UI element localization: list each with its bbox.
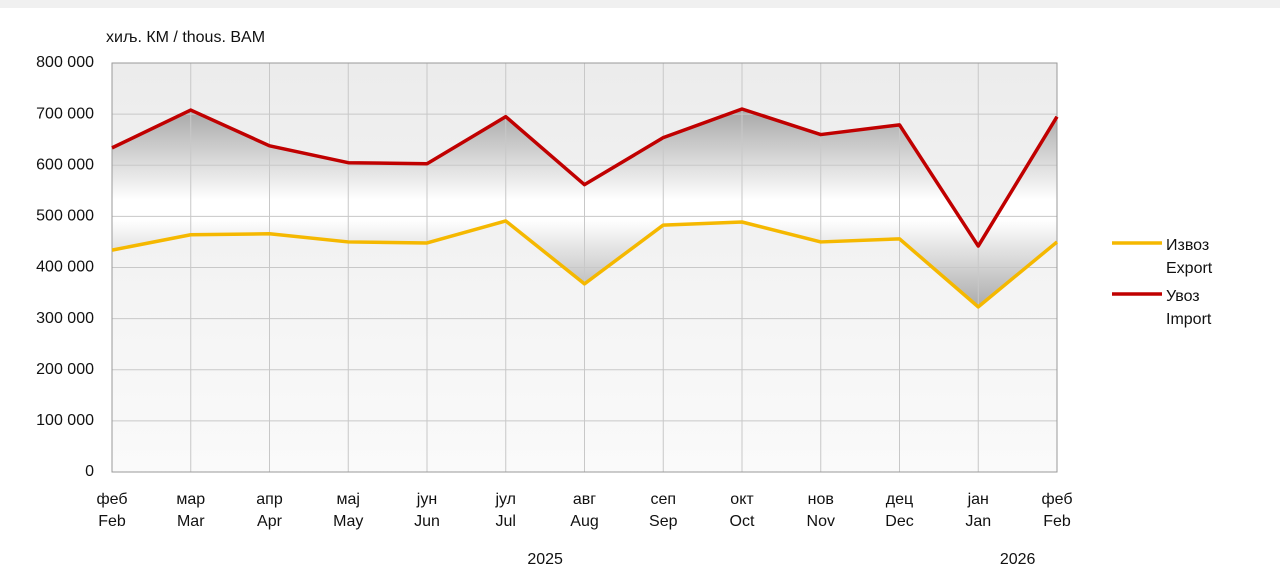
y-tick-label: 200 000 <box>36 361 94 378</box>
plot-border <box>111 62 1058 473</box>
x-tick-label: јун <box>416 491 437 508</box>
y-tick-label: 0 <box>85 463 94 480</box>
x-tick-label: Dec <box>885 513 913 530</box>
x-tick-label: авг <box>573 491 596 508</box>
x-tick-label: јан <box>967 491 989 508</box>
top-bar <box>0 0 1280 8</box>
y-tick-label: 400 000 <box>36 259 94 276</box>
y-axis-title: хиљ. КМ / thous. BAM <box>106 29 265 46</box>
legend-label: Извоз <box>1166 237 1209 254</box>
x-tick-label: Oct <box>730 513 755 530</box>
x-tick-label: Jan <box>965 513 991 530</box>
x-tick-label: Feb <box>1043 513 1071 530</box>
y-tick-label: 800 000 <box>36 54 94 71</box>
x-tick-label: мар <box>176 491 205 508</box>
x-tick-label: феб <box>96 491 127 508</box>
x-tick-label: Jul <box>496 513 516 530</box>
series-line <box>111 107 1059 248</box>
year-label: 2025 <box>527 551 563 568</box>
x-tick-label: Apr <box>257 513 283 530</box>
x-tick-label: окт <box>730 491 754 508</box>
x-tick-label: сеп <box>650 491 676 508</box>
x-tick-label: мај <box>337 491 360 508</box>
legend-label: Import <box>1166 311 1212 328</box>
x-tick-label: апр <box>256 491 283 508</box>
year-label: 2026 <box>1000 551 1036 568</box>
y-tick-label: 300 000 <box>36 310 94 327</box>
x-tick-label: феб <box>1041 491 1072 508</box>
x-tick-label: Mar <box>177 513 205 530</box>
x-tick-label: дец <box>886 491 913 508</box>
x-tick-label: May <box>333 513 363 530</box>
x-tick-label: Jun <box>414 513 440 530</box>
legend-label: Увоз <box>1166 288 1200 305</box>
y-tick-label: 600 000 <box>36 156 94 173</box>
x-tick-label: Feb <box>98 513 126 530</box>
y-tick-label: 100 000 <box>36 412 94 429</box>
x-tick-label: Sep <box>649 513 678 530</box>
series-line <box>111 219 1059 309</box>
x-tick-label: Nov <box>807 513 835 530</box>
legend-label: Export <box>1166 260 1213 277</box>
x-tick-label: Aug <box>570 513 598 530</box>
y-tick-label: 700 000 <box>36 105 94 122</box>
y-tick-label: 500 000 <box>36 208 94 225</box>
x-tick-label: јул <box>494 491 516 508</box>
x-tick-label: нов <box>808 491 834 508</box>
